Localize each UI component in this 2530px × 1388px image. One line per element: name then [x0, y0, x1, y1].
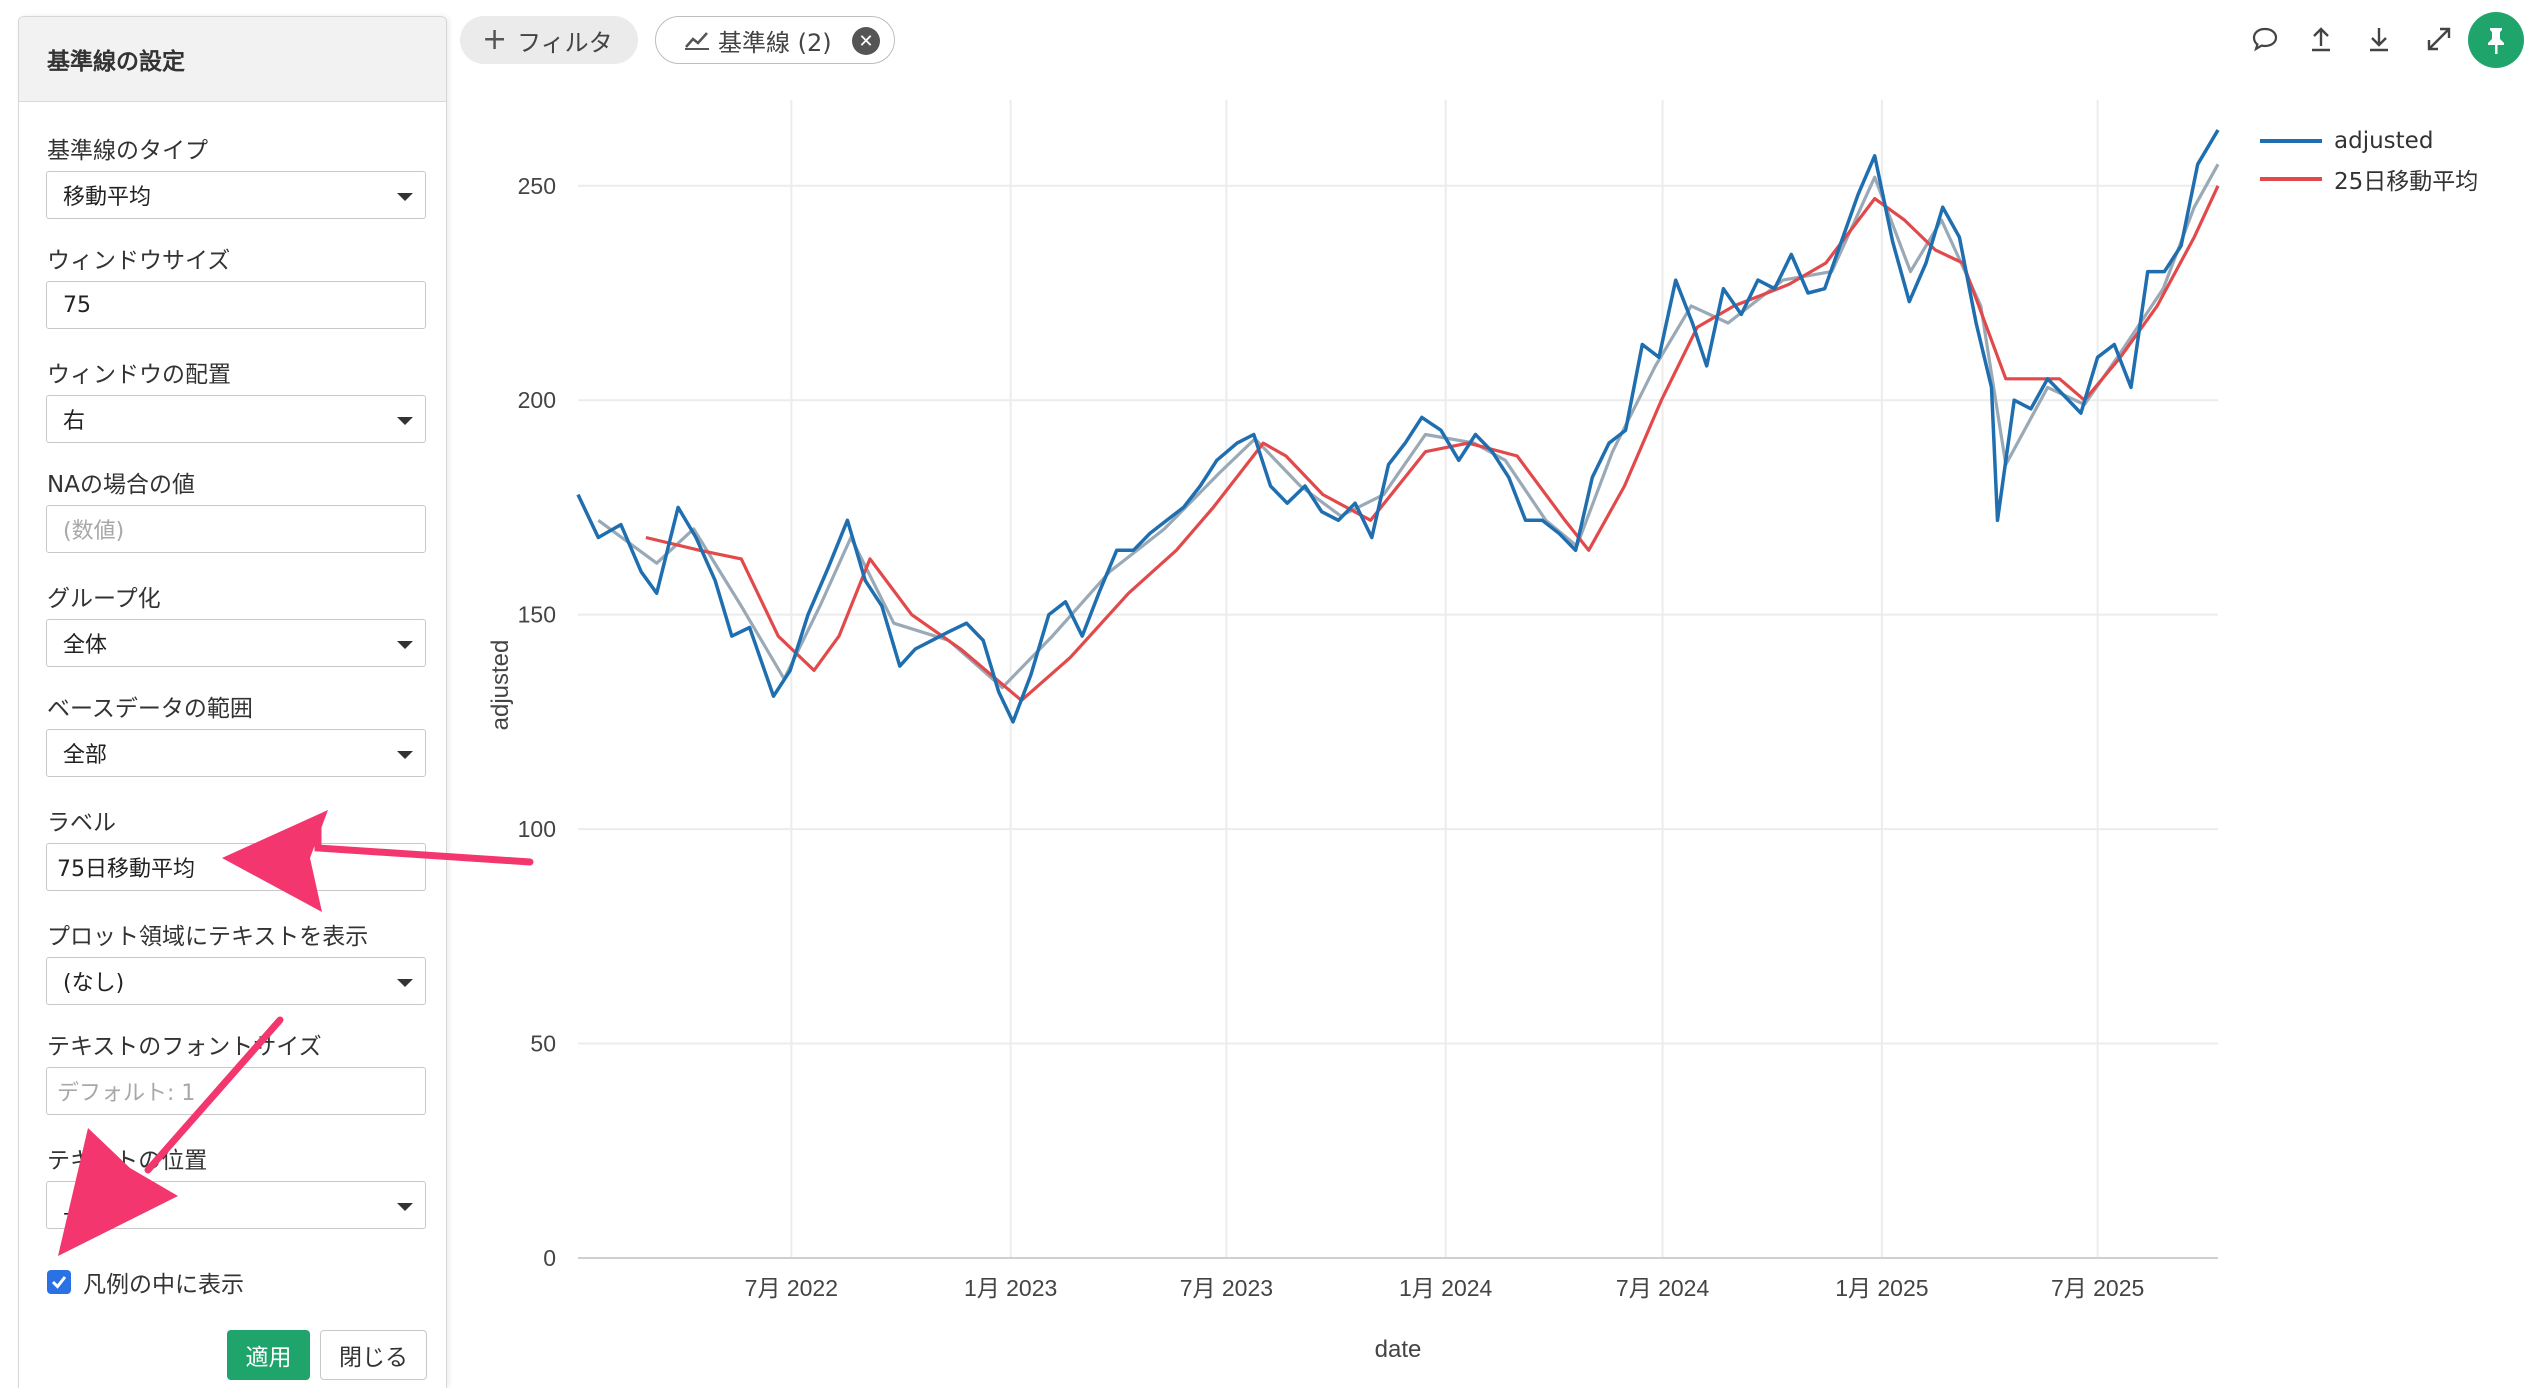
pin-button[interactable]: [2468, 12, 2524, 68]
na-value-placeholder: (数値): [63, 519, 125, 544]
grouping-label: グループ化: [47, 586, 161, 612]
pin-icon: [2488, 28, 2504, 54]
download-icon[interactable]: [2364, 24, 2394, 54]
base-range-select[interactable]: 全部: [46, 729, 426, 777]
plot-text-label: プロット領域にテキストを表示: [47, 924, 369, 950]
x-tick-label: 1月 2023: [964, 1275, 1057, 1301]
y-gridlines: [578, 184, 2218, 1045]
legend-label: 25日移動平均: [2334, 169, 2479, 195]
filter-label: フィルタ: [517, 28, 613, 57]
y-tick-label: 50: [530, 1031, 556, 1057]
y-tick-labels: 0 50 100 150 200 250: [518, 173, 556, 1271]
expand-icon[interactable]: [2424, 24, 2454, 54]
window-size-value: 75: [63, 292, 91, 318]
show-in-legend-label: 凡例の中に表示: [83, 1272, 244, 1298]
x-tick-labels: 7月 2022 1月 2023 7月 2023 1月 2024 7月 2024 1月 20…: [745, 1275, 2145, 1301]
panel-title: 基準線の設定: [47, 49, 185, 75]
na-value-input[interactable]: (数値): [46, 505, 426, 553]
label-input[interactable]: 75日移動平均: [46, 843, 426, 891]
series-layer: [576, 129, 2220, 724]
baseline-settings-panel: 基準線の設定 基準線のタイプ 移動平均 ウィンドウサイズ 75 ウィンドウの配置…: [18, 16, 447, 1388]
close-button[interactable]: 閉じる: [320, 1330, 427, 1380]
upload-icon[interactable]: [2306, 24, 2336, 54]
base-range-value: 全部: [63, 743, 108, 768]
x-tick-label: 7月 2023: [1180, 1275, 1273, 1301]
series-adjusted-line: [576, 129, 2220, 724]
chart-legend[interactable]: adjusted 25日移動平均: [2260, 122, 2478, 198]
window-position-label: ウィンドウの配置: [47, 362, 231, 388]
legend-label: adjusted: [2334, 128, 2434, 154]
x-tick-label: 7月 2024: [1616, 1275, 1710, 1301]
dropdown-caret-icon: [397, 193, 413, 201]
window-position-value: 右: [63, 409, 86, 434]
y-tick-label: 200: [518, 387, 556, 413]
label-field-label: ラベル: [47, 810, 116, 836]
x-gridlines: [790, 100, 2099, 1258]
dropdown-caret-icon: [397, 751, 413, 759]
plot-text-select[interactable]: (なし): [46, 957, 426, 1005]
plus-icon: +: [482, 22, 508, 57]
baseline-type-select[interactable]: 移動平均: [46, 171, 426, 219]
y-tick-label: 0: [543, 1245, 556, 1271]
y-axis-label: adjusted: [487, 640, 514, 731]
legend-swatch-adjusted: [2260, 139, 2322, 143]
legend-item-adjusted[interactable]: adjusted: [2260, 122, 2478, 160]
apply-button[interactable]: 適用: [227, 1330, 310, 1380]
remove-baseline-icon[interactable]: ✕: [852, 27, 880, 55]
panel-header: 基準線の設定: [19, 17, 446, 102]
x-axis-label: date: [1375, 1336, 1422, 1363]
base-range-label: ベースデータの範囲: [47, 696, 253, 722]
grouping-select[interactable]: 全体: [46, 619, 426, 667]
font-size-placeholder: デフォルト: 1: [57, 1081, 196, 1106]
x-tick-label: 7月 2025: [2051, 1275, 2144, 1301]
dropdown-caret-icon: [397, 1203, 413, 1211]
na-value-label: NAの場合の値: [47, 472, 195, 498]
font-size-input[interactable]: デフォルト: 1: [46, 1067, 426, 1115]
comment-icon[interactable]: [2250, 24, 2280, 54]
line-chart-icon: [685, 32, 709, 50]
window-position-select[interactable]: 右: [46, 395, 426, 443]
window-size-label: ウィンドウサイズ: [47, 248, 231, 274]
baseline-label: 基準線 (2): [718, 28, 832, 57]
x-tick-label: 1月 2024: [1399, 1275, 1493, 1301]
legend-item-ma25[interactable]: 25日移動平均: [2260, 160, 2478, 198]
text-position-label: テキストの位置: [47, 1148, 208, 1174]
dropdown-caret-icon: [397, 979, 413, 987]
window-size-input[interactable]: 75: [46, 281, 426, 329]
x-tick-label: 7月 2022: [745, 1275, 838, 1301]
baseline-type-label: 基準線のタイプ: [47, 138, 208, 164]
dropdown-caret-icon: [397, 641, 413, 649]
label-value: 75日移動平均: [57, 857, 195, 882]
baseline-type-value: 移動平均: [63, 185, 152, 210]
baseline-button[interactable]: 基準線 (2) ✕: [655, 16, 895, 64]
dropdown-caret-icon: [397, 417, 413, 425]
y-tick-label: 250: [518, 173, 556, 199]
text-position-select[interactable]: 上: [46, 1181, 426, 1229]
show-in-legend-checkbox[interactable]: [47, 1270, 71, 1294]
legend-swatch-ma25: [2260, 177, 2322, 181]
filter-button[interactable]: + フィルタ: [460, 16, 638, 64]
font-size-label: テキストのフォントサイズ: [47, 1034, 322, 1060]
checkmark-icon: [51, 1276, 67, 1289]
x-tick-label: 1月 2025: [1835, 1275, 1928, 1301]
show-in-legend-row[interactable]: 凡例の中に表示: [47, 1265, 244, 1299]
grouping-value: 全体: [63, 633, 108, 658]
text-position-value: 上: [63, 1195, 86, 1220]
plot-text-value: (なし): [63, 971, 125, 996]
series-ma75-line: [597, 163, 2220, 690]
series-ma25-line: [645, 185, 2220, 703]
y-tick-label: 150: [518, 602, 556, 628]
y-tick-label: 100: [518, 816, 556, 842]
